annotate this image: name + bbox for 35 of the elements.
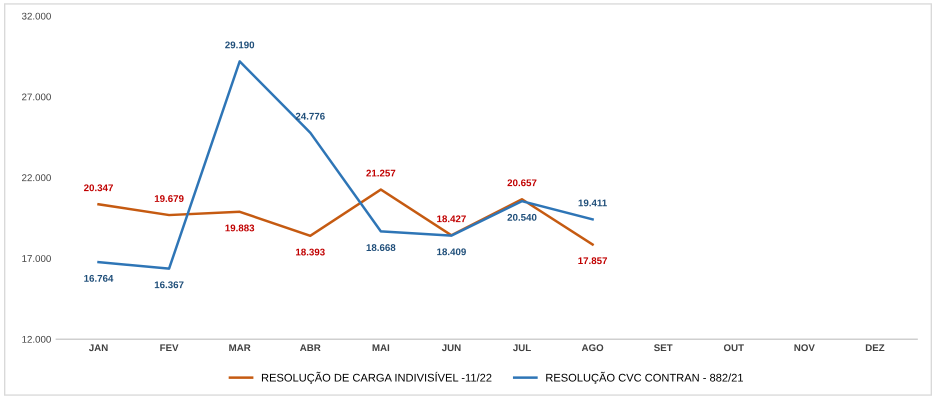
data-label: 16.367 — [154, 281, 184, 288]
data-label: 20.347 — [84, 184, 113, 192]
data-label: 18.668 — [366, 244, 396, 252]
x-tick-label: DEZ — [866, 344, 884, 352]
data-label: 18.427 — [437, 215, 466, 222]
data-label: 19.883 — [225, 224, 254, 232]
legend-label: RESOLUÇÃO CVC CONTRAN - 882/21 — [546, 372, 743, 384]
x-tick-label: NOV — [794, 344, 815, 352]
data-label: 29.190 — [225, 41, 254, 48]
y-tick-label: 22.000 — [22, 174, 51, 182]
data-label: 20.657 — [507, 179, 536, 186]
data-label: 17.857 — [578, 257, 608, 264]
x-tick-label: FEV — [160, 344, 178, 352]
data-label: 19.679 — [154, 195, 184, 202]
data-label: 16.764 — [84, 274, 114, 282]
y-tick-label: 12.000 — [22, 336, 51, 343]
data-label: 21.257 — [366, 170, 396, 177]
x-tick-label: JAN — [88, 344, 108, 352]
x-tick-label: AGO — [582, 344, 604, 352]
data-label: 24.776 — [296, 112, 325, 120]
x-tick-label: JUL — [512, 344, 531, 352]
legend-label: RESOLUÇÃO DE CARGA INDIVISÍVEL -11/22 — [262, 372, 492, 384]
data-label: 18.393 — [296, 248, 325, 256]
x-tick-label: MAI — [372, 344, 390, 352]
x-tick-label: MAR — [229, 344, 251, 352]
y-tick-label: 17.000 — [22, 255, 51, 262]
x-tick-label: ABR — [300, 344, 321, 352]
x-tick-label: OUT — [724, 344, 744, 352]
x-tick-label: SET — [654, 344, 673, 352]
y-tick-label: 32.000 — [22, 12, 51, 20]
data-label: 19.411 — [578, 199, 607, 206]
data-label: 20.540 — [507, 214, 536, 221]
data-label: 18.409 — [437, 248, 466, 256]
x-tick-label: JUN — [442, 344, 460, 352]
y-tick-label: 27.000 — [22, 93, 51, 100]
